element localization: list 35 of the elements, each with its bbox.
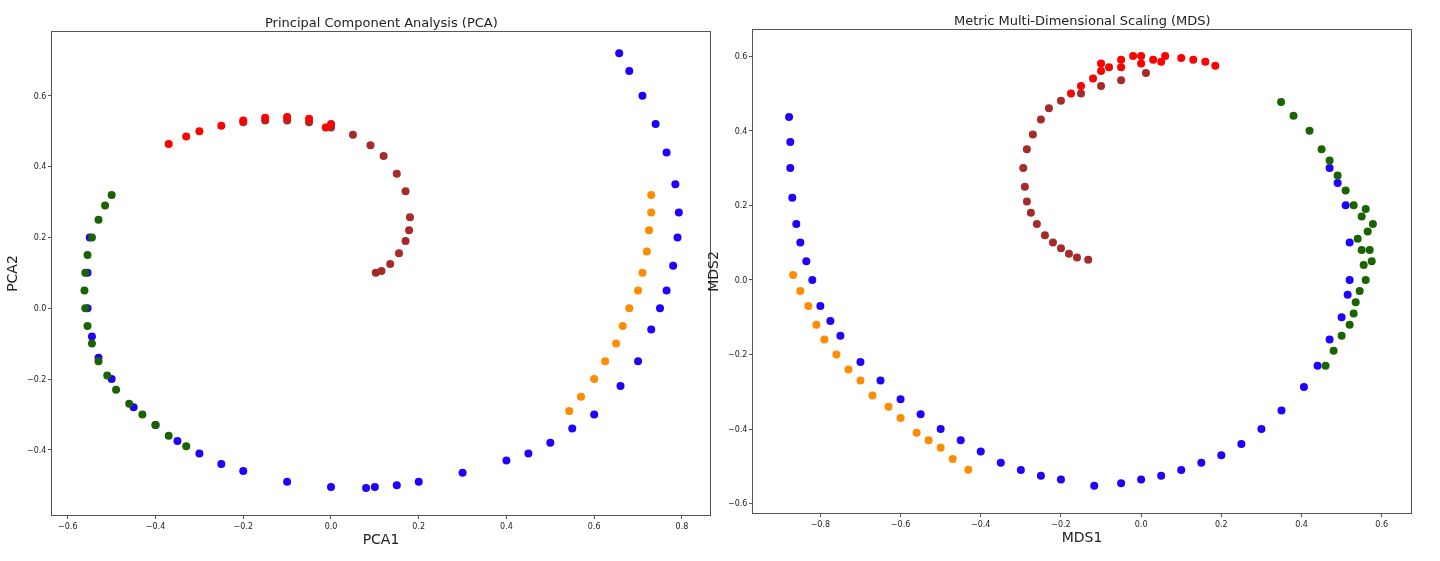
y-tick-label: 0.0 <box>734 275 748 285</box>
x-tick-label: −0.2 <box>1051 519 1071 529</box>
y-axis-title: MDS2 <box>704 251 721 292</box>
x-axis-title: PCA1 <box>362 530 400 547</box>
y-tick-label: 0.2 <box>33 233 47 243</box>
y-tick-label: −0.2 <box>727 350 748 360</box>
chart-title: Principal Component Analysis (PCA) <box>265 15 498 30</box>
y-tick-label: 0.4 <box>33 162 47 172</box>
y-axis-title: PCA2 <box>3 255 20 292</box>
x-tick-label: −0.2 <box>233 521 253 531</box>
x-axis-title: MDS1 <box>1061 528 1103 545</box>
y-tick-label: 0.2 <box>734 201 748 211</box>
y-tick-label: 0.6 <box>33 91 47 101</box>
x-tick-label: −0.4 <box>971 519 991 529</box>
y-tick-label: −0.2 <box>26 374 47 384</box>
x-tick-label: 0.2 <box>1214 519 1228 529</box>
x-tick-label: −0.6 <box>890 519 911 529</box>
y-tick-label: −0.4 <box>727 424 748 434</box>
y-tick-label: −0.6 <box>727 499 748 509</box>
x-tick-label: 0.2 <box>412 521 426 531</box>
x-tick-label: 0.0 <box>324 521 338 531</box>
x-tick-label: −0.6 <box>58 521 78 531</box>
x-tick-label: −0.4 <box>145 521 166 531</box>
x-tick-label: 0.6 <box>587 521 601 531</box>
x-tick-label: 0.4 <box>1295 519 1308 529</box>
chart-title: Metric Multi-Dimensional Scaling (MDS) <box>954 13 1211 28</box>
x-tick-label: 0.6 <box>1375 519 1389 529</box>
x-tick-label: 0.4 <box>500 521 513 531</box>
y-tick-label: 0.6 <box>734 51 748 61</box>
x-tick-label: −0.8 <box>810 519 831 529</box>
y-tick-label: 0.4 <box>734 126 748 136</box>
x-tick-label: 0.0 <box>1134 519 1148 529</box>
y-tick-label: −0.4 <box>26 445 47 455</box>
x-tick-label: 0.8 <box>675 521 689 531</box>
y-tick-label: 0.0 <box>33 304 47 313</box>
